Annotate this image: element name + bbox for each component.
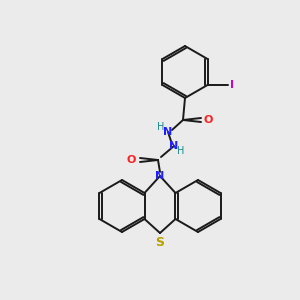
Text: O: O (127, 155, 136, 165)
Text: N: N (155, 171, 165, 181)
Text: H: H (177, 146, 185, 156)
Text: S: S (155, 236, 164, 249)
Text: H: H (157, 122, 165, 132)
Text: I: I (230, 80, 233, 90)
Text: N: N (164, 127, 172, 137)
Text: O: O (204, 115, 213, 125)
Text: N: N (169, 141, 178, 151)
